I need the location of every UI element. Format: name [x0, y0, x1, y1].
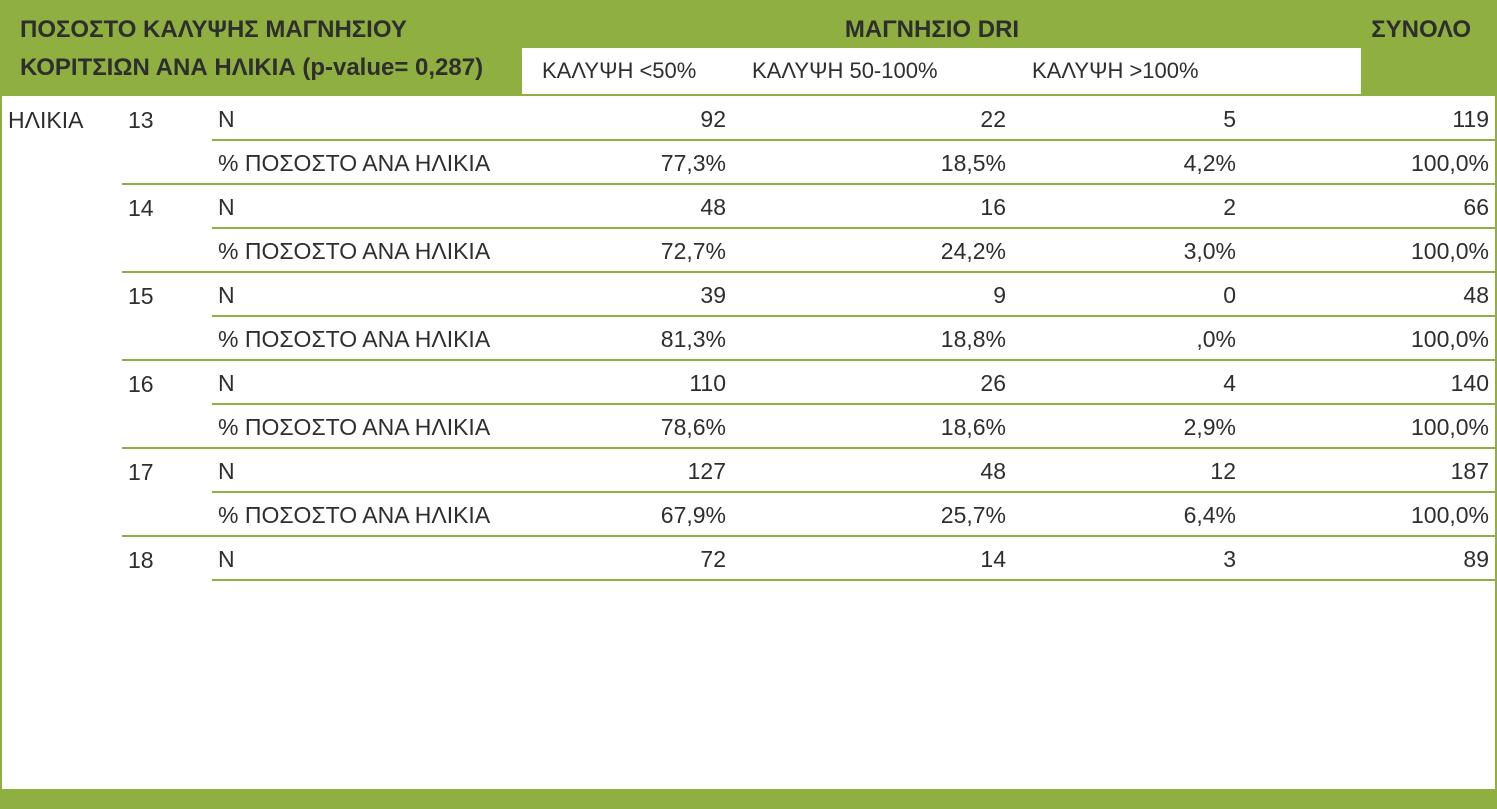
metric-n-label: Ν: [212, 360, 522, 404]
subcol-50-100: ΚΑΛΥΨΗ 50-100%: [732, 48, 1012, 94]
table-header: ΠΟΣΟΣΤΟ ΚΑΛΥΨΗΣ ΜΑΓΝΗΣΙΟΥ ΚΟΡΙΤΣΙΩΝ ΑΝΑ …: [2, 2, 1495, 96]
age-label: 18: [122, 536, 212, 580]
cell-value: 48: [732, 448, 1012, 492]
cell-total: 187: [1242, 448, 1495, 492]
metric-n-label: Ν: [212, 184, 522, 228]
cell-value: 6,4%: [1012, 492, 1242, 536]
table-row: 17Ν1274812187: [2, 448, 1495, 492]
cell-value: 127: [522, 448, 732, 492]
cell-total: 119: [1242, 96, 1495, 140]
cell-total: 100,0%: [1242, 228, 1495, 272]
cell-value: 25,7%: [732, 492, 1012, 536]
cell-total: 100,0%: [1242, 316, 1495, 360]
age-label: 15: [122, 272, 212, 316]
cell-value: 2: [1012, 184, 1242, 228]
table-body: ΗΛΙΚΙΑ13Ν92225119% ΠΟΣΟΣΤΟ ΑΝΑ ΗΛΙΚΙΑ77,…: [2, 96, 1495, 581]
age-label: 16: [122, 360, 212, 404]
cell-value: ,0%: [1012, 316, 1242, 360]
cell-value: 24,2%: [732, 228, 1012, 272]
age-label: 14: [122, 184, 212, 228]
cell-value: 4,2%: [1012, 140, 1242, 184]
cell-value: 78,6%: [522, 404, 732, 448]
cell-value: 2,9%: [1012, 404, 1242, 448]
cell-value: 12: [1012, 448, 1242, 492]
table-row: % ΠΟΣΟΣΤΟ ΑΝΑ ΗΛΙΚΙΑ77,3%18,5%4,2%100,0%: [2, 140, 1495, 184]
cell-value: 16: [732, 184, 1012, 228]
header-total-label: ΣΥΝΟΛΟ: [1371, 16, 1471, 44]
metric-pct-label: % ΠΟΣΟΣΤΟ ΑΝΑ ΗΛΙΚΙΑ: [212, 228, 522, 272]
table-row: ΗΛΙΚΙΑ13Ν92225119: [2, 96, 1495, 140]
table-row: 16Ν110264140: [2, 360, 1495, 404]
rowgroup-label: ΗΛΙΚΙΑ: [2, 96, 122, 140]
cell-value: 77,3%: [522, 140, 732, 184]
metric-n-label: Ν: [212, 272, 522, 316]
cell-value: 67,9%: [522, 492, 732, 536]
cell-value: 3: [1012, 536, 1242, 580]
header-subcolumns: ΚΑΛΥΨΗ <50% ΚΑΛΥΨΗ 50-100% ΚΑΛΥΨΗ >100%: [522, 48, 1361, 94]
header-title-line1: ΠΟΣΟΣΤΟ ΚΑΛΥΨΗΣ ΜΑΓΝΗΣΙΟΥ: [20, 16, 407, 44]
table-row: 14Ν4816266: [2, 184, 1495, 228]
cell-total: 100,0%: [1242, 404, 1495, 448]
table-row: % ΠΟΣΟΣΤΟ ΑΝΑ ΗΛΙΚΙΑ81,3%18,8%,0%100,0%: [2, 316, 1495, 360]
table-row: % ΠΟΣΟΣΤΟ ΑΝΑ ΗΛΙΚΙΑ67,9%25,7%6,4%100,0%: [2, 492, 1495, 536]
data-table: ΗΛΙΚΙΑ13Ν92225119% ΠΟΣΟΣΤΟ ΑΝΑ ΗΛΙΚΙΑ77,…: [2, 96, 1495, 581]
cell-value: 72: [522, 536, 732, 580]
cell-value: 14: [732, 536, 1012, 580]
cell-value: 4: [1012, 360, 1242, 404]
cell-total: 48: [1242, 272, 1495, 316]
table-row: 18Ν7214389: [2, 536, 1495, 580]
cell-total: 66: [1242, 184, 1495, 228]
cell-value: 110: [522, 360, 732, 404]
cell-total: 100,0%: [1242, 492, 1495, 536]
cell-value: 81,3%: [522, 316, 732, 360]
header-title-line2: ΚΟΡΙΤΣΙΩΝ ΑΝΑ ΗΛΙΚΙΑ (p-value= 0,287): [20, 54, 483, 82]
cell-value: 5: [1012, 96, 1242, 140]
cell-value: 48: [522, 184, 732, 228]
cell-value: 39: [522, 272, 732, 316]
metric-n-label: Ν: [212, 448, 522, 492]
cell-value: 22: [732, 96, 1012, 140]
cell-value: 18,8%: [732, 316, 1012, 360]
age-label: 17: [122, 448, 212, 492]
cell-total: 100,0%: [1242, 140, 1495, 184]
subcol-lt50: ΚΑΛΥΨΗ <50%: [522, 48, 732, 94]
cell-total: 140: [1242, 360, 1495, 404]
metric-pct-label: % ΠΟΣΟΣΤΟ ΑΝΑ ΗΛΙΚΙΑ: [212, 140, 522, 184]
table-footer-bar: [2, 789, 1495, 807]
cell-value: 92: [522, 96, 732, 140]
metric-n-label: Ν: [212, 96, 522, 140]
table-row: % ΠΟΣΟΣΤΟ ΑΝΑ ΗΛΙΚΙΑ72,7%24,2%3,0%100,0%: [2, 228, 1495, 272]
cell-value: 18,5%: [732, 140, 1012, 184]
header-group-label: ΜΑΓΝΗΣΙΟ DRI: [722, 16, 1142, 44]
table-row: % ΠΟΣΟΣΤΟ ΑΝΑ ΗΛΙΚΙΑ78,6%18,6%2,9%100,0%: [2, 404, 1495, 448]
cell-value: 72,7%: [522, 228, 732, 272]
metric-pct-label: % ΠΟΣΟΣΤΟ ΑΝΑ ΗΛΙΚΙΑ: [212, 404, 522, 448]
cell-total: 89: [1242, 536, 1495, 580]
metric-pct-label: % ΠΟΣΟΣΤΟ ΑΝΑ ΗΛΙΚΙΑ: [212, 492, 522, 536]
metric-pct-label: % ΠΟΣΟΣΤΟ ΑΝΑ ΗΛΙΚΙΑ: [212, 316, 522, 360]
age-label: 13: [122, 96, 212, 140]
cell-value: 0: [1012, 272, 1242, 316]
table-row: 15Ν399048: [2, 272, 1495, 316]
subcol-gt100: ΚΑΛΥΨΗ >100%: [1012, 48, 1361, 94]
cell-value: 18,6%: [732, 404, 1012, 448]
table-container: ΠΟΣΟΣΤΟ ΚΑΛΥΨΗΣ ΜΑΓΝΗΣΙΟΥ ΚΟΡΙΤΣΙΩΝ ΑΝΑ …: [0, 0, 1497, 809]
cell-value: 3,0%: [1012, 228, 1242, 272]
cell-value: 9: [732, 272, 1012, 316]
metric-n-label: Ν: [212, 536, 522, 580]
cell-value: 26: [732, 360, 1012, 404]
